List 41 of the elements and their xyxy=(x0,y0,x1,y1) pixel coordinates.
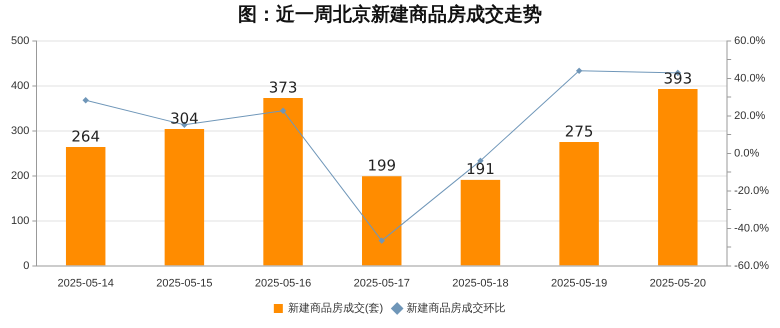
data-label: 275 xyxy=(564,122,594,140)
data-label: 393 xyxy=(663,69,692,88)
x-tick-label: 2025-05-20 xyxy=(650,277,706,290)
y-tick-label: 300 xyxy=(10,124,30,137)
y2-tick-label: 0.0% xyxy=(734,147,760,160)
chart-title: 图：近一周北京新建商品房成交走势 xyxy=(238,4,542,26)
y2-tick-label: 40.0% xyxy=(734,72,766,84)
legend-label: 新建商品房成交(套) xyxy=(288,302,384,315)
y2-tick-label: -40.0% xyxy=(734,222,770,234)
y-tick-label: 200 xyxy=(10,170,30,182)
y-tick-label: 0 xyxy=(23,260,30,272)
x-tick-label: 2025-05-16 xyxy=(254,277,312,290)
bar xyxy=(263,98,303,266)
y2-tick-label: 60.0% xyxy=(734,34,766,47)
bar xyxy=(66,147,106,266)
point xyxy=(576,68,582,74)
y2-tick-label: -60.0% xyxy=(734,260,770,272)
y-tick-label: 500 xyxy=(10,34,30,47)
bar xyxy=(460,180,500,266)
x-tick-label: 2025-05-18 xyxy=(452,277,509,290)
point xyxy=(82,97,89,104)
bar xyxy=(658,88,698,266)
x-tick-label: 2025-05-19 xyxy=(550,277,608,290)
bar xyxy=(164,129,204,266)
x-tick-label: 2025-05-15 xyxy=(156,277,213,290)
data-label: 373 xyxy=(268,78,298,96)
point xyxy=(280,108,286,114)
y-tick-label: 100 xyxy=(10,214,30,227)
data-label: 199 xyxy=(367,156,396,175)
x-tick-label: 2025-05-14 xyxy=(58,277,114,290)
legend-label: 新建商品房成交环比 xyxy=(406,302,506,315)
data-label: 304 xyxy=(170,109,199,128)
x-tick-label: 2025-05-17 xyxy=(354,277,410,290)
bar xyxy=(362,176,402,266)
point xyxy=(378,238,385,244)
bar xyxy=(559,142,599,266)
y2-tick-label: -20.0% xyxy=(734,184,770,197)
data-label: 264 xyxy=(71,127,100,146)
y2-tick-label: 20.0% xyxy=(734,110,766,122)
data-label: 191 xyxy=(466,160,495,178)
y-tick-label: 400 xyxy=(10,80,30,92)
